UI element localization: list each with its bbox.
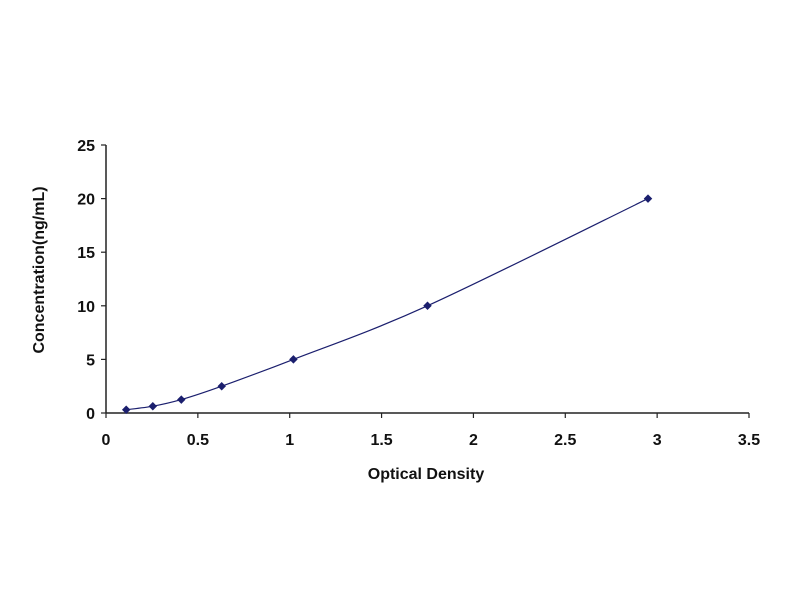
y-tick-label: 15 <box>77 245 95 262</box>
data-point <box>217 381 226 391</box>
y-tick-label: 5 <box>86 352 95 369</box>
tick-labels: 0 0.5 1 1.5 2 2.5 3 3.5 0 5 10 15 20 25 <box>77 138 760 449</box>
data-point <box>177 395 186 404</box>
axes <box>105 145 749 414</box>
y-tick-label: 10 <box>77 299 95 316</box>
data-point <box>121 405 131 414</box>
data-point <box>423 301 432 311</box>
fit-curve <box>126 198 649 411</box>
ticks <box>101 144 750 418</box>
x-tick-label: 1.5 <box>370 432 392 449</box>
x-tick-label: 0 <box>102 432 111 449</box>
y-axis-title: Concentration(ng/mL) <box>31 186 48 353</box>
x-axis-title: Optical Density <box>368 466 485 483</box>
data-point <box>643 194 653 203</box>
data-points <box>121 194 653 414</box>
y-tick-label: 0 <box>86 406 95 423</box>
x-tick-label: 3 <box>653 432 662 449</box>
data-point <box>289 355 298 364</box>
x-tick-label: 2 <box>469 432 478 449</box>
x-tick-label: 2.5 <box>554 432 576 449</box>
x-tick-label: 0.5 <box>187 432 209 449</box>
y-tick-label: 20 <box>77 192 95 209</box>
data-point <box>148 401 158 411</box>
x-tick-label: 3.5 <box>738 432 760 449</box>
y-tick-label: 25 <box>77 138 95 155</box>
x-tick-label: 1 <box>285 432 294 449</box>
